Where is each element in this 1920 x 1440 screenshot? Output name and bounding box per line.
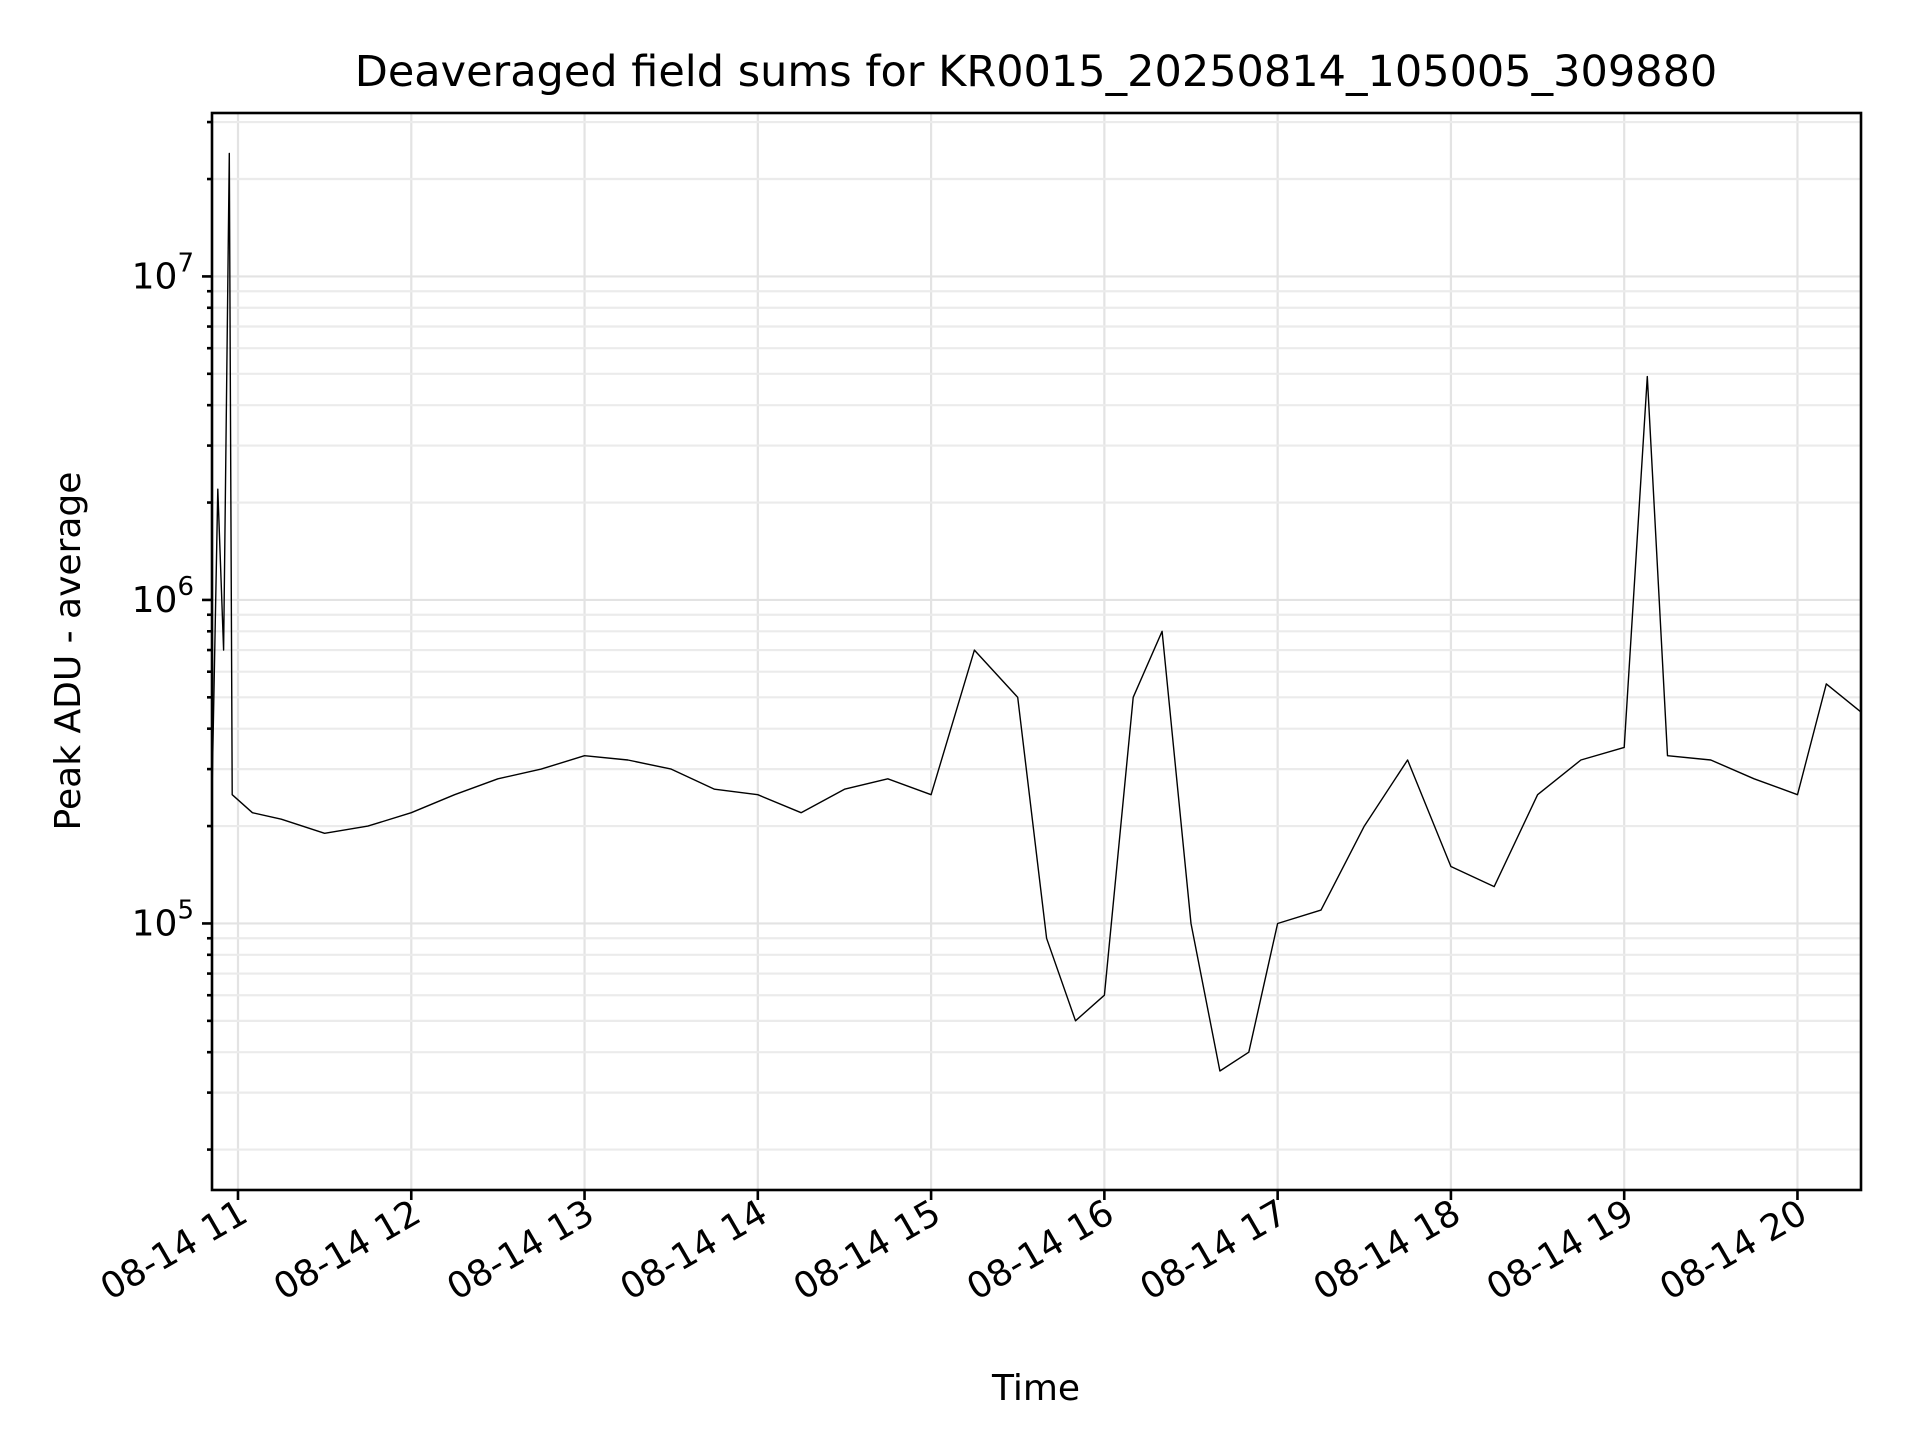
- y-tick-base: 10: [132, 580, 178, 621]
- x-axis-label: Time: [991, 1368, 1080, 1409]
- plot-frame: [210, 111, 1863, 1192]
- y-axis-label: Peak ADU - average: [48, 472, 89, 831]
- y-tick-label: 106: [132, 572, 194, 621]
- plot-series: [211, 152, 1862, 1072]
- series-line: [211, 152, 1862, 1072]
- y-tick-base: 10: [132, 256, 178, 297]
- grid: [212, 113, 1861, 1190]
- y-tick-exponent: 7: [177, 248, 194, 278]
- y-tick-label: 107: [132, 248, 194, 297]
- y-tick-exponent: 5: [177, 895, 194, 925]
- y-tick-base: 10: [132, 903, 178, 944]
- y-tick-label: 105: [132, 895, 194, 944]
- chart-title: Deaveraged field sums for KR0015_2025081…: [355, 47, 1718, 97]
- y-tick-exponent: 6: [177, 572, 194, 602]
